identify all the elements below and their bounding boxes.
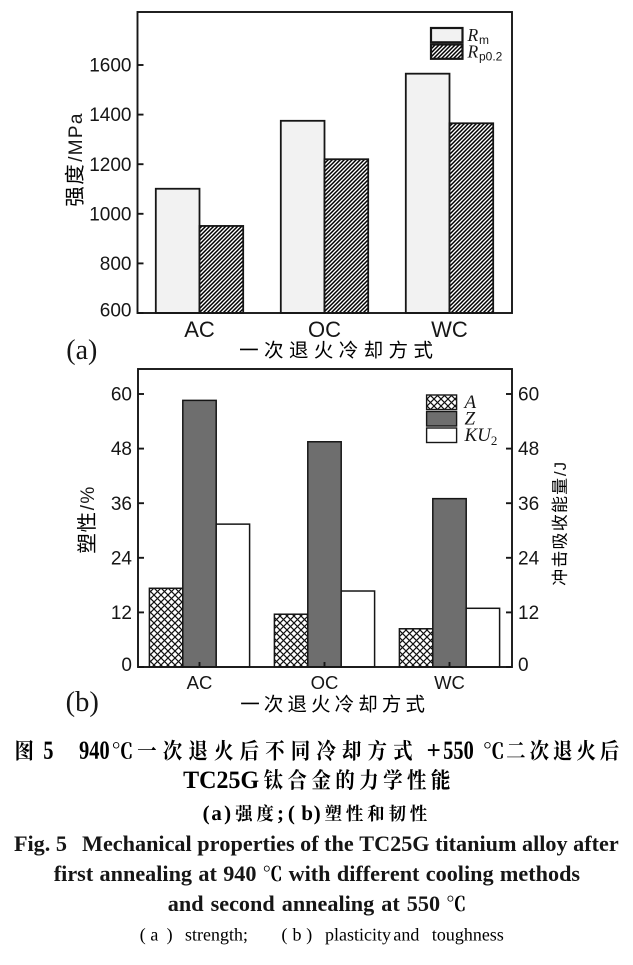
svg-text:OC: OC [311,672,339,693]
svg-text:1400: 1400 [89,105,131,126]
svg-text:(b): (b) [66,687,99,718]
svg-text:/%: /% [78,485,99,510]
svg-text:12: 12 [111,603,132,624]
svg-text:Z: Z [465,409,476,430]
svg-text:0: 0 [121,655,132,676]
svg-text:first annealing at 940: first annealing at 940 [54,861,257,886]
svg-text:60: 60 [518,385,539,406]
svg-text:800: 800 [100,254,132,275]
svg-text:R: R [467,25,479,45]
svg-text:36: 36 [111,494,132,515]
svg-text:R: R [467,42,479,62]
svg-text:p0.2: p0.2 [479,50,503,64]
svg-text:AC: AC [184,317,215,342]
svg-text:48: 48 [518,439,539,460]
svg-text:with different cooling methods: with different cooling methods [289,861,581,886]
svg-text:1000: 1000 [89,204,131,225]
svg-text:m: m [479,33,489,47]
svg-text:36: 36 [518,494,539,515]
svg-text:(a): (a) [66,335,97,366]
svg-text:1200: 1200 [89,155,131,176]
svg-text:12: 12 [518,603,539,624]
svg-text:/J: /J [551,461,570,476]
svg-text:2: 2 [491,433,498,448]
svg-text:Mechanical properties of the T: Mechanical properties of the TC25G titan… [82,831,619,856]
svg-text:Fig. 5: Fig. 5 [14,831,67,856]
svg-text:WC: WC [431,317,468,342]
svg-text:A: A [463,392,477,413]
svg-text:and second annealing at 550: and second annealing at 550 [168,891,440,916]
svg-text:AC: AC [187,672,213,693]
svg-text:1600: 1600 [89,56,131,77]
svg-text:WC: WC [434,672,465,693]
svg-text:24: 24 [111,548,133,569]
svg-text:KU: KU [464,425,493,446]
svg-text:600: 600 [100,301,132,322]
svg-text:/MPa: /MPa [66,112,87,162]
svg-text:OC: OC [308,317,341,342]
svg-text:48: 48 [111,439,132,460]
svg-text:60: 60 [111,385,132,406]
svg-text:24: 24 [518,548,540,569]
svg-text:0: 0 [518,655,529,676]
